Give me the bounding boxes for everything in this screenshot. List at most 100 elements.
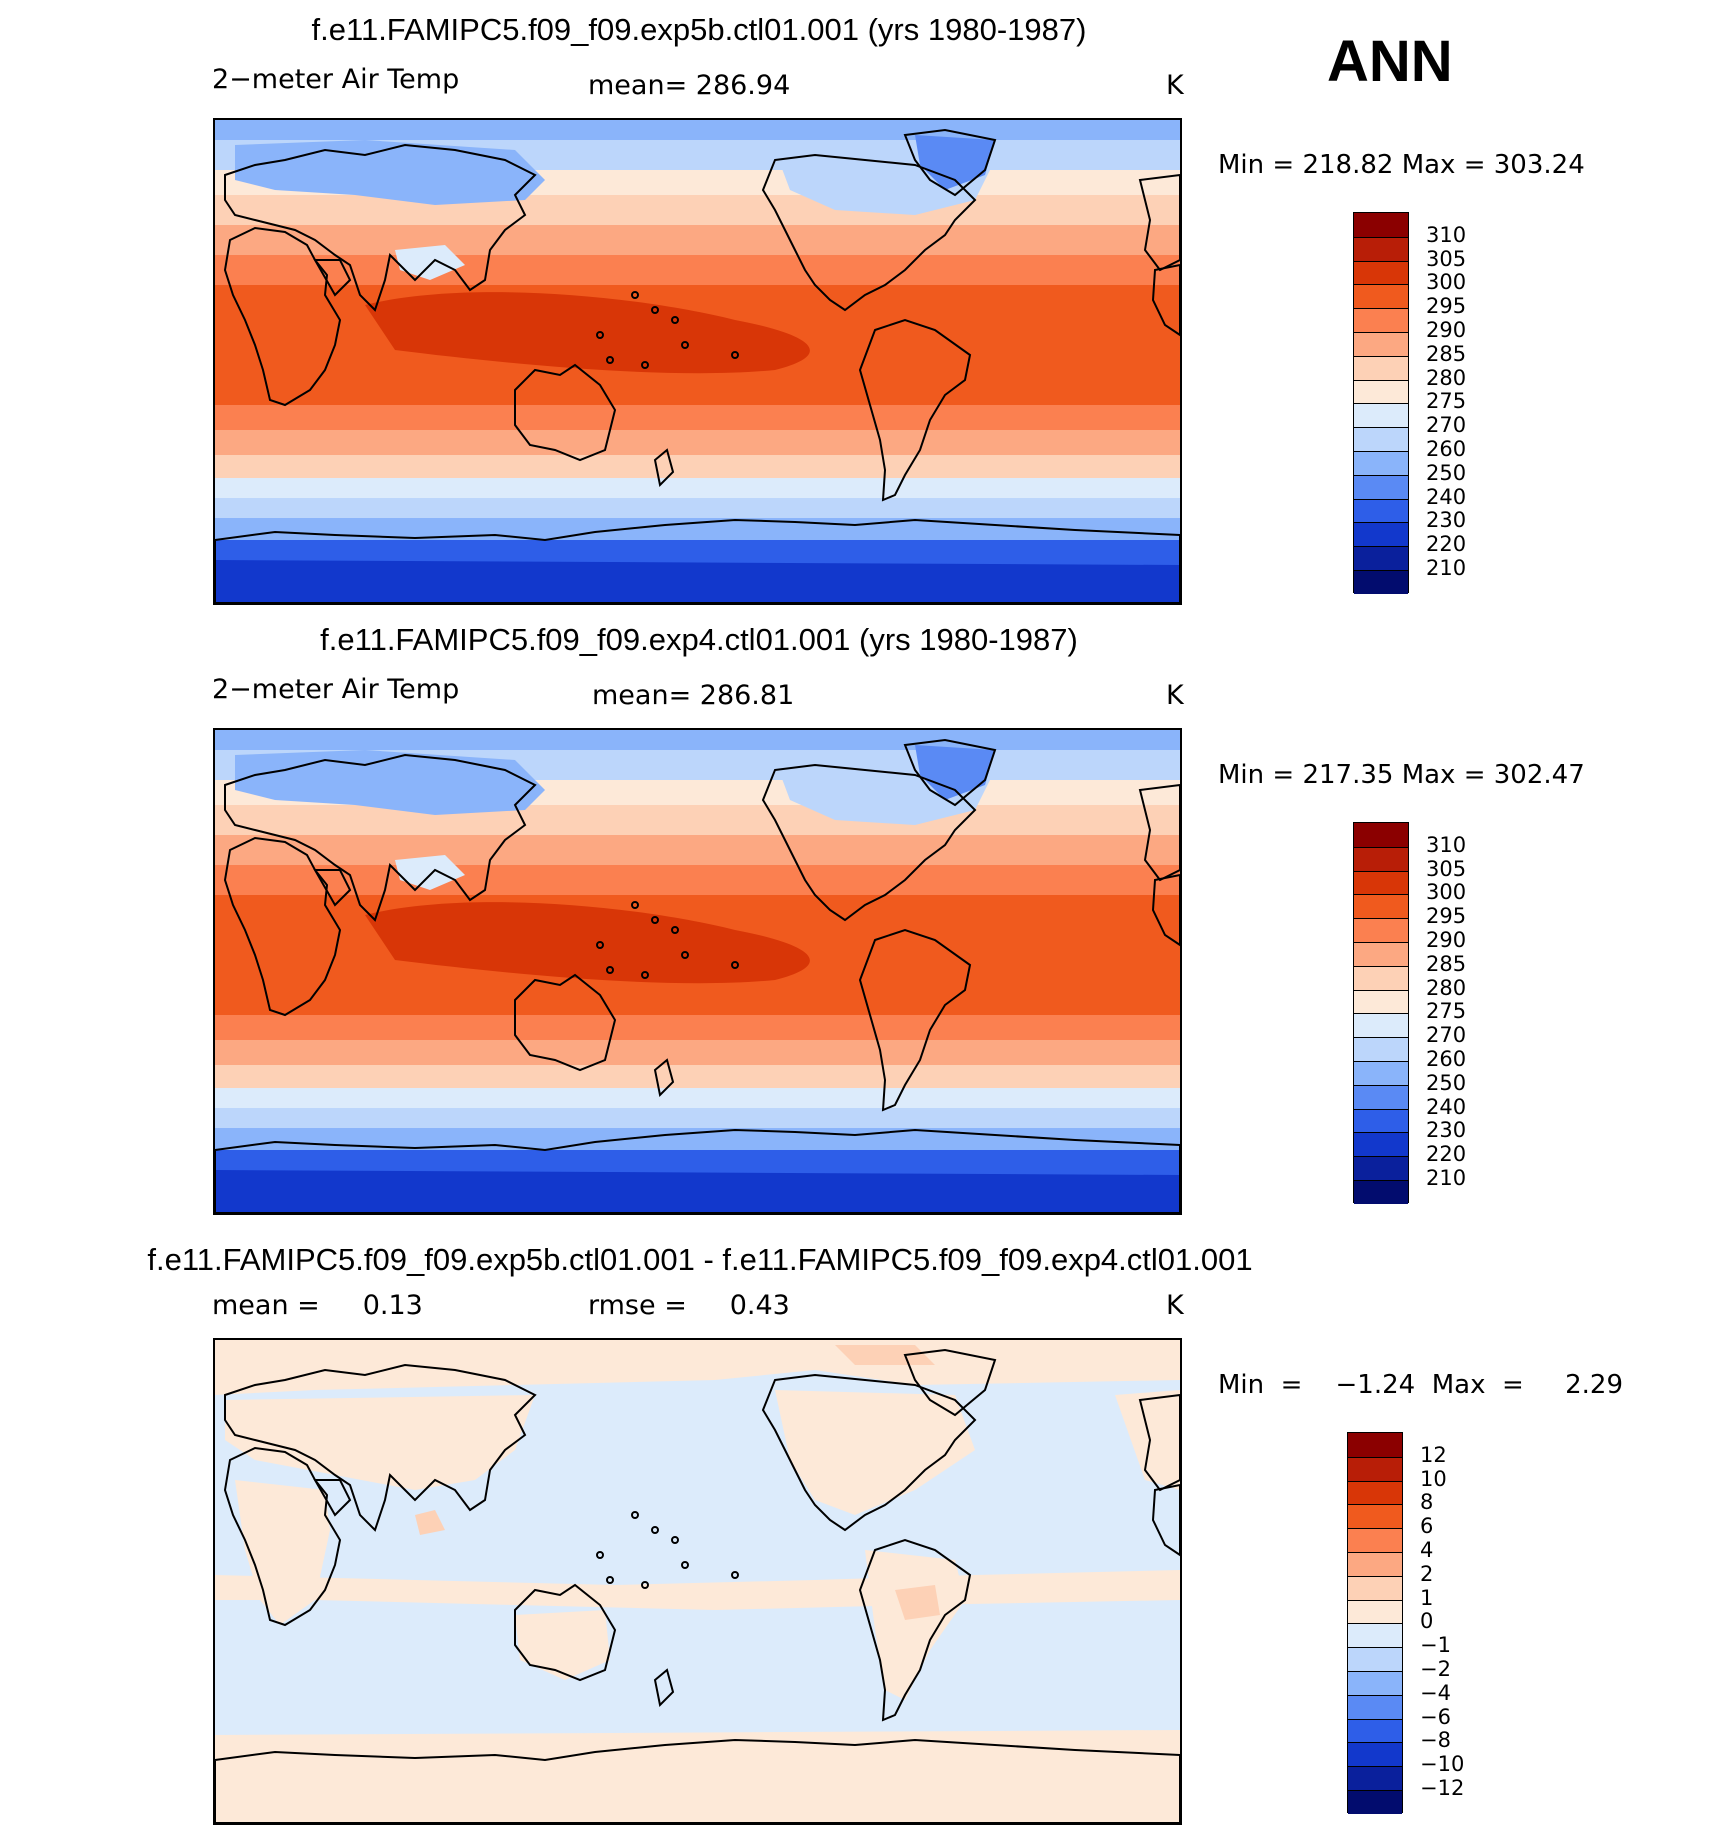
temperature-band (215, 865, 1180, 895)
coastline (858, 928, 972, 1112)
colorbar-swatch (1348, 1671, 1402, 1695)
warm-anomaly (865, 1550, 965, 1700)
island (641, 971, 649, 979)
colorbar-tick-label: 260 (1426, 437, 1467, 461)
colorbar-swatch (1354, 1108, 1408, 1133)
temperature-band (215, 225, 1180, 255)
island (641, 361, 649, 369)
colorbar-swatch (1354, 870, 1408, 895)
mean-label: mean = 0.13 (212, 1290, 423, 1321)
island (641, 1581, 649, 1589)
warm-anomaly (215, 1730, 1180, 1823)
temperature-band (215, 1088, 1180, 1108)
coastline (224, 1363, 537, 1532)
colorbar-tick-label: 275 (1426, 389, 1467, 414)
colorbar-swatch (1354, 284, 1408, 309)
colorbar-swatch (1354, 522, 1408, 547)
coastline (903, 738, 997, 807)
colorbar-scale (1347, 1432, 1403, 1814)
colorbar-swatch (1354, 823, 1408, 847)
warm-anomaly (515, 1610, 610, 1680)
colorbar-tick-label: 310 (1426, 222, 1467, 247)
coastline (1151, 1483, 1180, 1557)
temperature-band (215, 1040, 1180, 1065)
coastlines (215, 128, 1180, 603)
temperature-band (215, 835, 1180, 865)
colorbar-tick-label: 8 (1420, 1490, 1434, 1515)
colorbar-swatch (1354, 1013, 1408, 1038)
warm-anomaly (775, 1390, 975, 1515)
temperature-map-field (215, 730, 1180, 1213)
colorbar-tick-label: 220 (1426, 1142, 1467, 1167)
colorbar-tick-label: 300 (1426, 270, 1467, 295)
warm-anomaly (235, 1480, 330, 1625)
coastline (903, 1348, 997, 1417)
colorbar-tick-label: 275 (1426, 999, 1467, 1024)
colorbar-tick-label: 290 (1426, 318, 1467, 342)
island (606, 1576, 614, 1584)
island (596, 941, 604, 949)
colorbar-swatch (1354, 308, 1408, 332)
temperature-band (215, 120, 1180, 140)
island (606, 356, 614, 364)
colorbar-swatch (1354, 989, 1408, 1014)
colorbar-swatch (1354, 918, 1408, 942)
colorbar-swatch (1354, 427, 1408, 451)
cold-land (235, 140, 545, 205)
field-label: 2−meter Air Temp (212, 674, 460, 705)
temperature-band (215, 1065, 1180, 1088)
warm-anomaly (215, 1340, 1180, 1395)
coastline (215, 518, 1180, 603)
colorbar-tick-label: 290 (1426, 928, 1467, 952)
colorbar-swatch (1354, 260, 1408, 285)
island (671, 926, 679, 934)
difference-map-field (215, 1340, 1180, 1823)
greenland-cold (915, 745, 995, 800)
colorbar-swatch (1354, 474, 1408, 499)
colorbar-swatch (1354, 1084, 1408, 1109)
coastline (215, 1738, 1180, 1823)
coastline (858, 1538, 972, 1722)
colorbar-tick-label: 2 (1420, 1561, 1434, 1586)
field-label: 2−meter Air Temp (212, 64, 460, 95)
units-label: K (1166, 70, 1184, 101)
minmax-label: Min = 217.35 Max = 302.47 (1218, 760, 1585, 790)
island (606, 966, 614, 974)
coastline (653, 1668, 675, 1708)
colorbar-swatch (1348, 1504, 1402, 1529)
units-label: K (1166, 680, 1184, 711)
coastline (858, 318, 972, 502)
colorbar-tick-label: 260 (1426, 1047, 1467, 1071)
coastline (223, 1446, 342, 1627)
coastline (313, 869, 352, 907)
coastline (223, 226, 342, 407)
colorbar-swatch (1354, 379, 1408, 404)
colorbar-tick-label: 250 (1426, 460, 1467, 485)
island (681, 341, 689, 349)
warm-pool (365, 902, 810, 984)
warm-anomaly (225, 1395, 535, 1490)
colorbar-tick-label: −4 (1420, 1680, 1451, 1705)
coastline (1151, 873, 1180, 947)
colorbar-swatch (1348, 1718, 1402, 1743)
colorbar-swatch (1348, 1480, 1402, 1505)
colorbar-swatch (1348, 1528, 1402, 1552)
colorbar-tick-label: 280 (1426, 975, 1467, 1000)
temperature-band (215, 370, 1180, 405)
coastline (514, 973, 617, 1072)
colorbar-swatch (1354, 942, 1408, 966)
temperature-band (215, 518, 1180, 540)
colorbar-tick-label: 300 (1426, 880, 1467, 905)
colorbar-swatch (1348, 1456, 1402, 1481)
colorbar-tick-label: 305 (1426, 246, 1467, 271)
colorbar-tick-label: 280 (1426, 365, 1467, 390)
island (631, 291, 639, 299)
temperature-band (215, 498, 1180, 518)
colorbar-tick-label: −2 (1420, 1657, 1451, 1681)
coastline (224, 753, 537, 922)
colorbar-swatch (1354, 1061, 1408, 1085)
colorbar-scale (1353, 212, 1409, 594)
rmse-label: rmse = 0.43 (588, 1290, 790, 1321)
island (671, 316, 679, 324)
coastline (653, 1058, 675, 1098)
